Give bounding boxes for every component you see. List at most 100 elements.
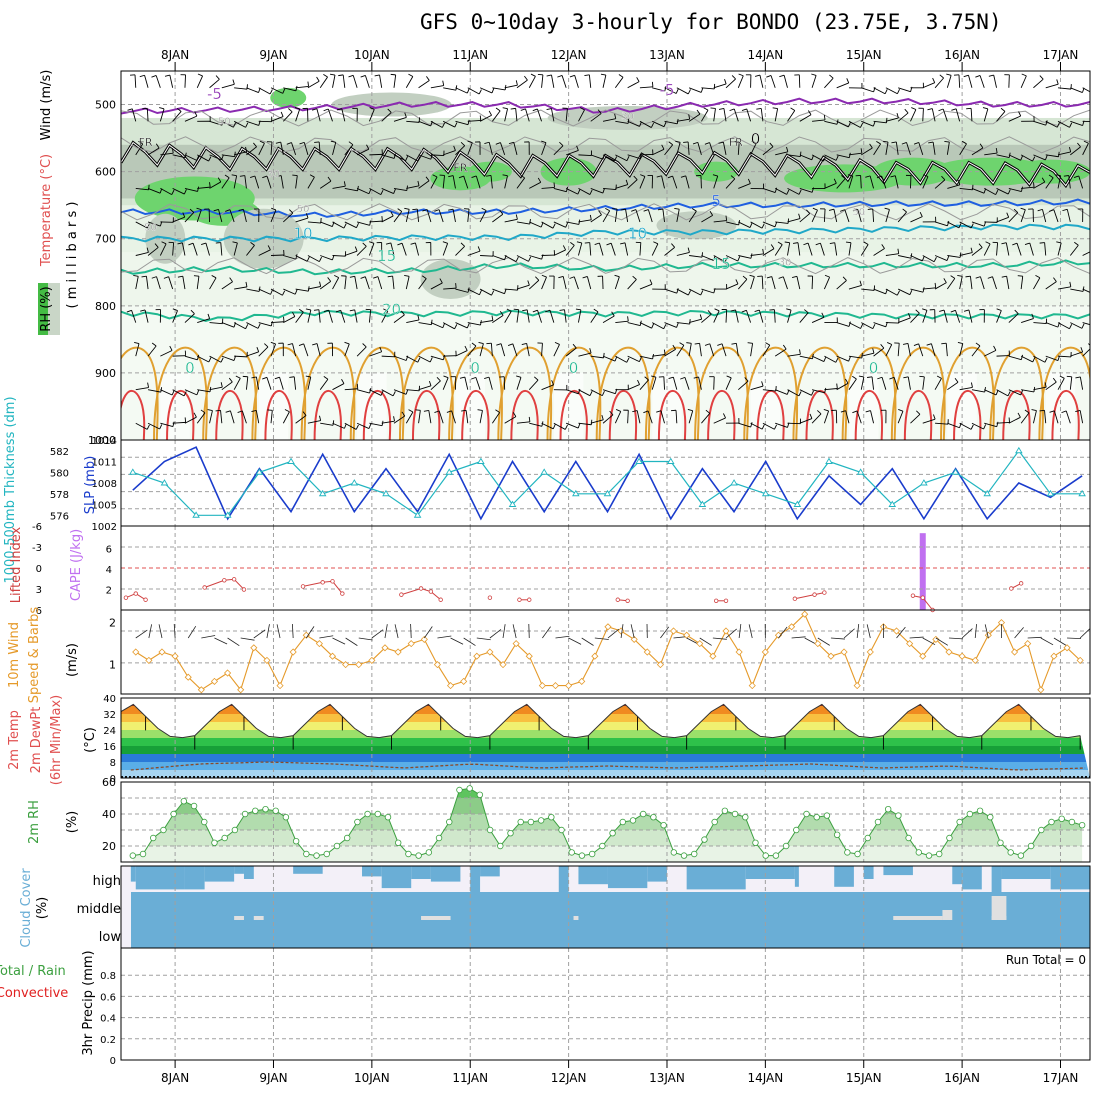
wind-barb-flag — [701, 252, 703, 258]
wind-barb-flag — [598, 210, 602, 215]
wind-barb — [590, 355, 604, 359]
wind-barb — [293, 376, 297, 390]
wind-barb-flag — [537, 177, 542, 183]
wind-barb-flag — [907, 313, 911, 319]
cloud-high-step — [243, 866, 254, 879]
wind-barb — [811, 276, 814, 290]
wind10-barb — [201, 635, 216, 639]
wind-barb — [701, 87, 715, 90]
wind-barb — [922, 255, 935, 263]
wind-barb — [1082, 322, 1090, 326]
wind-barb — [639, 322, 652, 329]
wind-barb — [578, 219, 592, 223]
wind-barb-flag — [466, 323, 470, 329]
wind-barb-flag — [761, 223, 765, 229]
wind-barb — [799, 154, 812, 161]
wind-barb-flag — [1094, 290, 1096, 295]
temp-band — [121, 722, 1090, 730]
wind-barb-flag — [264, 343, 269, 348]
wind-barb — [377, 276, 383, 290]
wind-barb — [992, 276, 997, 290]
wind-barb — [393, 74, 397, 88]
wind-barb — [639, 283, 653, 290]
contour-label: 30 — [621, 111, 634, 122]
wind-barb-flag — [270, 289, 273, 295]
wind-barb — [910, 216, 923, 223]
wind-barb-flag — [576, 145, 579, 151]
wind-barb — [958, 74, 961, 88]
cloud-high-step — [184, 866, 205, 890]
wind-barb — [549, 310, 555, 323]
rh2m-marker — [1058, 815, 1065, 822]
wind-barb — [971, 422, 984, 430]
wind-barb-flag — [332, 420, 335, 426]
wind10-barb — [778, 626, 788, 639]
wind-barb-flag — [626, 156, 630, 161]
wind-barb — [258, 322, 272, 327]
wind-barb-flag — [1056, 241, 1062, 244]
thickness-marker — [382, 489, 390, 497]
wind-barb — [910, 109, 917, 122]
rh2m-marker — [313, 852, 320, 859]
wind-barb — [529, 221, 542, 228]
wind-barb — [342, 74, 346, 88]
wind-barb-flag — [1069, 281, 1072, 287]
wind-barb — [234, 355, 248, 358]
wind-barb-flag — [766, 276, 772, 279]
wind-barb — [725, 283, 739, 290]
wind-barb — [836, 280, 847, 290]
wind-barb — [516, 255, 529, 262]
wind-barb-flag — [846, 78, 850, 84]
wind-barb-flag — [570, 242, 575, 246]
wind-barb — [762, 248, 775, 256]
wind-barb — [467, 288, 480, 296]
wind-barb — [438, 209, 444, 223]
wind-barb — [172, 242, 175, 256]
wind-barb — [652, 120, 665, 128]
hot-lobe — [215, 390, 244, 440]
cape-marker — [615, 597, 620, 602]
wind-barb — [996, 111, 1006, 122]
wind-barb — [328, 310, 333, 323]
wind10-barb — [332, 637, 346, 645]
ylabel-precip-total: Total / Rain — [0, 964, 66, 979]
wind-barb-flag — [269, 89, 273, 95]
cape-marker — [625, 598, 630, 603]
wind-barb — [824, 182, 837, 189]
isotherm-line — [121, 309, 1090, 323]
cloud-gap — [942, 910, 953, 920]
wind-barb — [455, 245, 465, 256]
wind-barb-flag — [651, 323, 655, 329]
contour-label: 10 — [293, 225, 312, 243]
isotherm-line — [121, 198, 1090, 218]
thickness-marker — [856, 468, 865, 475]
rh2m-marker — [405, 850, 412, 858]
thickness-marker — [920, 479, 928, 486]
cape-marker — [792, 596, 798, 601]
wind-barb-flag — [369, 220, 372, 226]
panel-frame — [120, 697, 1091, 779]
wind-barb — [1008, 115, 1021, 122]
ylabel-cape: CAPE (J/kg) — [69, 529, 84, 601]
wind-barb-flag — [512, 412, 517, 417]
cloud-high-step — [1001, 866, 1051, 879]
wind-barb-flag — [593, 308, 599, 313]
wind10-barb — [345, 637, 358, 646]
wind-barb — [774, 108, 779, 122]
wind-barb-flag — [298, 343, 304, 347]
wind-barb-flag — [923, 174, 929, 177]
wind-barb-flag — [515, 80, 518, 86]
wind-barb — [381, 112, 392, 122]
wind-barb-flag — [897, 248, 900, 254]
wind-barb-flag — [562, 245, 566, 251]
rh2m-marker — [548, 814, 555, 821]
wind-barb — [1020, 412, 1030, 424]
wind-barb-flag — [251, 376, 257, 379]
wind-barb — [504, 218, 518, 223]
wind-barb — [590, 389, 603, 397]
wind10-marker — [932, 635, 940, 643]
wind-barb-flag — [679, 342, 685, 346]
wind-barb-flag — [177, 275, 183, 278]
ylabel-rh2m-unit: (%) — [65, 811, 80, 834]
wind-barb-flag — [807, 110, 812, 115]
